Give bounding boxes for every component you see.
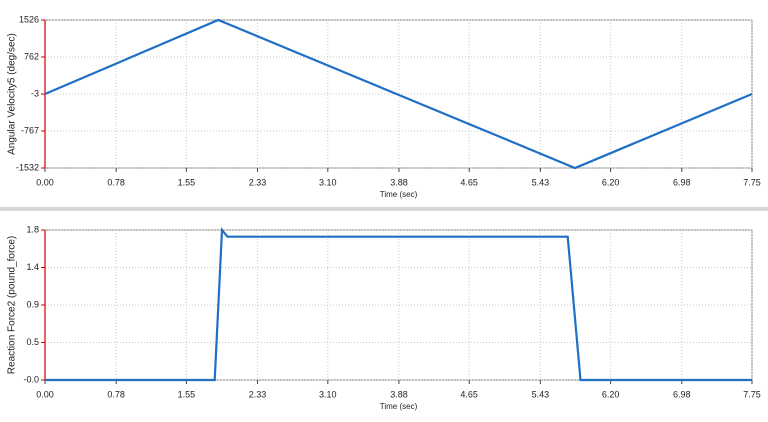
data-line [44,18,753,170]
x-tick-label: 4.65 [460,389,478,399]
y-tick-label: -767 [21,125,39,135]
x-tick-label: 0.00 [36,389,54,399]
y-tick-label: 762 [24,51,39,61]
x-tick-label: 6.20 [602,389,620,399]
x-tick-label: 6.20 [602,177,620,187]
x-tick-label: 3.88 [390,389,408,399]
y-tick-label: 1.8 [26,224,39,234]
x-tick-label: 7.75 [743,177,761,187]
y-tick-label: -0.0 [23,374,39,384]
y-tick-label: 0.5 [26,337,39,347]
y-tick-label: -1532 [16,162,39,172]
x-tick-label: 3.88 [390,177,408,187]
x-tick-label: 5.43 [532,177,550,187]
y-axis-label: Angular Velocity5 (deg/sec) [7,33,18,155]
x-axis-label: Time (sec) [380,190,418,199]
x-tick-label: 6.98 [673,177,691,187]
x-tick-label: 7.75 [743,389,761,399]
x-tick-label: 2.33 [249,177,267,187]
y-axis-label: Reaction Force2 (pound_force) [7,236,18,374]
x-tick-label: 2.33 [249,389,267,399]
data-line [45,227,752,382]
y-tick-label: 1526 [19,14,39,24]
x-tick-label: 6.98 [673,389,691,399]
x-tick-label: 0.00 [36,177,54,187]
separator [0,207,768,211]
y-tick-label: -3 [31,88,39,98]
y-tick-label: 0.9 [26,299,39,309]
x-tick-label: 3.10 [319,389,337,399]
y-tick-label: 1.4 [26,262,39,272]
x-tick-label: 4.65 [460,177,478,187]
x-axis-label: Time (sec) [380,402,418,411]
x-tick-label: 1.55 [178,177,196,187]
x-tick-label: 5.43 [532,389,550,399]
x-tick-label: 3.10 [319,177,337,187]
x-tick-label: 0.78 [107,389,125,399]
x-tick-label: 0.78 [107,177,125,187]
x-tick-label: 1.55 [178,389,196,399]
